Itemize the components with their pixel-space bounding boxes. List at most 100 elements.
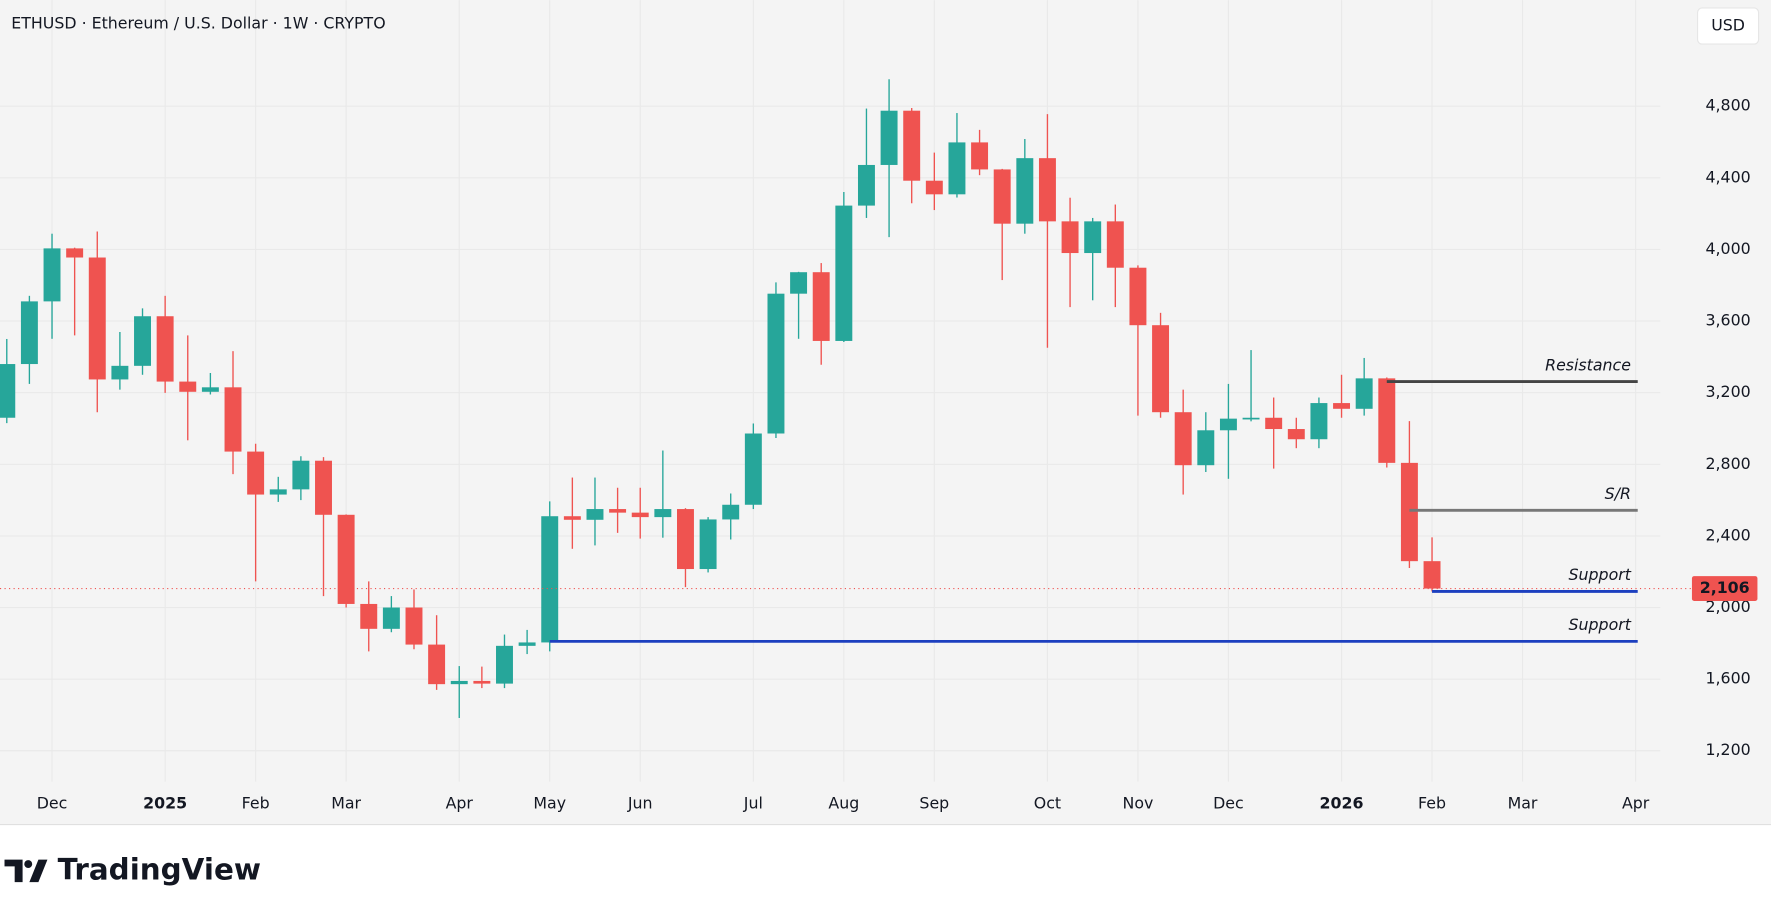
candle-body bbox=[20, 301, 38, 365]
x-tick-label: Nov bbox=[1123, 794, 1154, 813]
candle-body bbox=[1174, 412, 1192, 466]
chart-title: ETHUSD · Ethereum / U.S. Dollar · 1W · C… bbox=[11, 13, 385, 32]
brand-logo: TradingView bbox=[4, 852, 261, 886]
candle-body bbox=[993, 169, 1011, 224]
candle-body bbox=[1400, 462, 1418, 562]
candle-body bbox=[201, 387, 219, 392]
candle-body bbox=[1333, 403, 1351, 409]
candle-body bbox=[1423, 561, 1441, 589]
candle-body bbox=[428, 644, 446, 685]
y-tick-label: 2,000 bbox=[1705, 597, 1750, 616]
candle-body bbox=[699, 519, 717, 570]
candle-body bbox=[563, 516, 581, 520]
x-tick-label: Jun bbox=[627, 794, 653, 813]
y-tick-label: 4,400 bbox=[1705, 167, 1750, 186]
level-label: Support bbox=[1568, 565, 1631, 584]
x-tick-label: Jul bbox=[743, 794, 763, 813]
x-tick-label: Aug bbox=[828, 794, 859, 813]
candle-body bbox=[790, 272, 808, 294]
candle-body bbox=[767, 293, 785, 434]
currency-button[interactable] bbox=[1697, 7, 1760, 45]
candle-body bbox=[337, 514, 355, 604]
candle-body bbox=[631, 512, 649, 518]
level-label: S/R bbox=[1605, 484, 1631, 503]
y-tick-label: 4,000 bbox=[1705, 239, 1750, 258]
candle-body bbox=[1061, 221, 1079, 254]
last-price-box bbox=[1691, 576, 1758, 601]
candle-body bbox=[43, 248, 61, 302]
candle-body bbox=[586, 509, 604, 520]
candle-body bbox=[360, 603, 378, 629]
candle-body bbox=[1129, 267, 1147, 326]
x-tick-label: Dec bbox=[1213, 794, 1244, 813]
x-tick-label: Mar bbox=[331, 794, 361, 813]
y-tick-label: 2,800 bbox=[1705, 454, 1750, 473]
candle-body bbox=[812, 272, 830, 341]
candle-body bbox=[518, 642, 536, 646]
x-tick-label: Sep bbox=[919, 794, 949, 813]
candle-body bbox=[1152, 325, 1170, 413]
candle-body bbox=[1038, 158, 1056, 222]
candle-body bbox=[179, 381, 197, 392]
y-tick-label: 3,200 bbox=[1705, 382, 1750, 401]
last-price-label: 2,106 bbox=[1700, 578, 1750, 597]
candle-body bbox=[134, 316, 151, 366]
candle-body bbox=[744, 433, 762, 505]
candle-body bbox=[654, 509, 672, 518]
candle-body bbox=[903, 110, 921, 181]
candle-body bbox=[835, 205, 853, 341]
candle-body bbox=[382, 607, 400, 629]
x-tick-label: Oct bbox=[1034, 794, 1061, 813]
y-tick-label: 1,600 bbox=[1705, 669, 1750, 688]
candle-body bbox=[111, 365, 129, 380]
candle-body bbox=[1355, 378, 1373, 409]
candle-body bbox=[0, 364, 16, 418]
x-tick-label: Apr bbox=[1622, 794, 1650, 813]
x-tick-label: 2026 bbox=[1320, 794, 1364, 813]
candle-body bbox=[1084, 221, 1102, 254]
y-tick-label: 2,400 bbox=[1705, 525, 1750, 544]
logo-icon bbox=[4, 859, 48, 883]
candle-body bbox=[66, 248, 84, 258]
candle-body bbox=[722, 504, 740, 520]
candle-body bbox=[292, 460, 310, 490]
candle-body bbox=[450, 680, 468, 685]
currency-label[interactable]: USD bbox=[1711, 16, 1745, 35]
candle-body bbox=[948, 142, 966, 195]
y-tick-label: 3,600 bbox=[1705, 311, 1750, 330]
candle-body bbox=[247, 451, 265, 495]
candle-body bbox=[925, 180, 943, 195]
x-tick-label: Dec bbox=[37, 794, 68, 813]
candle-body bbox=[880, 110, 898, 165]
y-tick-label: 1,200 bbox=[1705, 740, 1750, 759]
candle-body bbox=[677, 509, 694, 570]
candle-body bbox=[971, 142, 989, 170]
candle-body bbox=[1378, 378, 1396, 463]
candle-body bbox=[269, 489, 287, 495]
logo-dot bbox=[24, 860, 33, 869]
x-tick-label: Apr bbox=[446, 794, 474, 813]
candle-body bbox=[315, 460, 332, 515]
x-tick-label: 2025 bbox=[143, 794, 187, 813]
candle-body bbox=[1197, 430, 1215, 466]
candle-body bbox=[1016, 158, 1034, 224]
level-label: Resistance bbox=[1545, 355, 1631, 374]
candle-body bbox=[857, 164, 875, 206]
candle-body bbox=[1265, 417, 1283, 430]
candle-body bbox=[1242, 417, 1260, 420]
x-tick-label: May bbox=[533, 794, 566, 813]
candle-body bbox=[224, 387, 242, 452]
candle-body bbox=[156, 316, 174, 382]
candle-body bbox=[473, 680, 491, 684]
chart-layer: 1,200 1,600 2,000 2,400 2,800 3,200 3,600 4,000… bbox=[0, 0, 1758, 813]
candle-body bbox=[405, 607, 423, 645]
candle-body bbox=[541, 516, 559, 643]
candle-body bbox=[496, 645, 513, 684]
brand-name: TradingView bbox=[58, 852, 261, 886]
x-tick-label: Mar bbox=[1508, 794, 1538, 813]
candle-body bbox=[88, 257, 106, 380]
y-tick-label: 4,800 bbox=[1705, 96, 1750, 115]
candle-body bbox=[1310, 403, 1328, 440]
